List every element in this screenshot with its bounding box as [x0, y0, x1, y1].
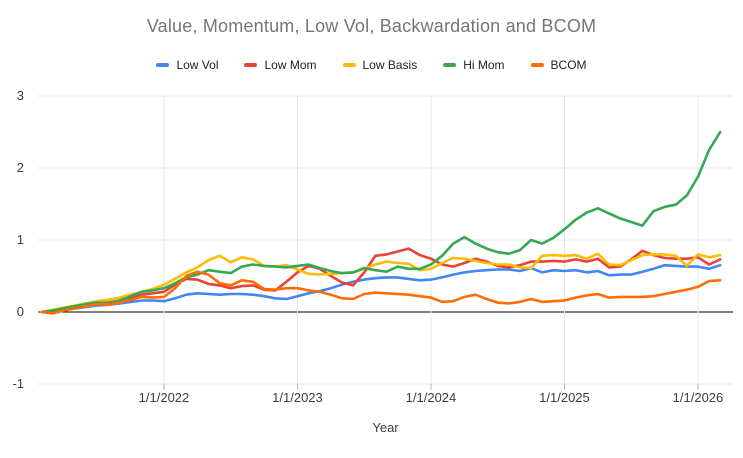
legend-label-low-mom: Low Mom: [264, 58, 317, 72]
legend-item-bcom[interactable]: BCOM: [530, 58, 587, 72]
legend-item-low-vol[interactable]: Low Vol: [156, 58, 218, 72]
series-line-low-vol[interactable]: [40, 263, 722, 314]
series-line-low-basis[interactable]: [40, 252, 722, 314]
x-tick-label-1-1-2023: 1/1/2023: [272, 390, 323, 405]
series-line-bcom[interactable]: [40, 270, 722, 315]
y-tick-label-0: 0: [17, 304, 24, 319]
y-tick-label-2: 2: [17, 160, 24, 175]
legend-label-bcom: BCOM: [550, 58, 587, 72]
legend-swatch-low-mom: [244, 63, 258, 67]
y-tick-label-1: 1: [17, 232, 24, 247]
legend-item-low-mom[interactable]: Low Mom: [244, 58, 317, 72]
legend-label-hi-mom: Hi Mom: [463, 58, 505, 72]
legend-label-low-basis: Low Basis: [362, 58, 418, 72]
legend-swatch-bcom: [530, 63, 544, 67]
legend-label-low-vol: Low Vol: [176, 58, 219, 72]
legend-item-hi-mom[interactable]: Hi Mom: [443, 58, 505, 72]
x-tick-label-1-1-2022: 1/1/2022: [139, 390, 190, 405]
y-tick-label--1: -1: [12, 376, 24, 391]
x-tick-label-1-1-2026: 1/1/2026: [673, 390, 724, 405]
x-axis-title: Year: [372, 420, 399, 435]
x-tick-label-1-1-2025: 1/1/2025: [539, 390, 590, 405]
chart-title: Value, Momentum, Low Vol, Backwardation …: [146, 16, 597, 36]
legend-swatch-low-vol: [156, 63, 170, 67]
legend-swatch-hi-mom: [443, 63, 457, 67]
y-tick-label-3: 3: [17, 88, 24, 103]
series-line-low-mom[interactable]: [40, 247, 722, 314]
series-line-hi-mom[interactable]: [40, 130, 722, 314]
legend-item-low-basis[interactable]: Low Basis: [342, 58, 418, 72]
legend-swatch-low-basis: [342, 63, 356, 67]
x-tick-label-1-1-2024: 1/1/2024: [406, 390, 457, 405]
legend: Low Vol Low Mom Low Basis Hi Mom BCOM: [0, 58, 743, 72]
